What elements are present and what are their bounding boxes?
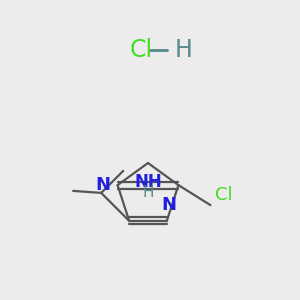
Text: Cl: Cl (215, 186, 233, 204)
Text: N: N (96, 176, 111, 194)
Text: Cl: Cl (130, 38, 153, 62)
Text: N: N (161, 196, 176, 214)
Text: H: H (175, 38, 193, 62)
Text: H: H (142, 185, 154, 200)
Text: NH: NH (134, 173, 162, 191)
